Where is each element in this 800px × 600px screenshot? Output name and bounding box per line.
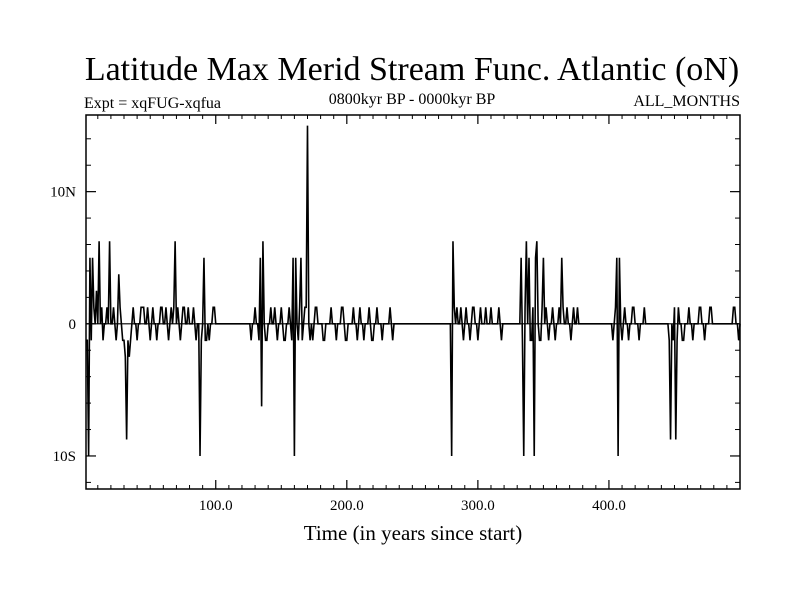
- x-tick-label: 400.0: [592, 498, 626, 514]
- chart-title: Latitude Max Merid Stream Func. Atlantic…: [85, 51, 739, 88]
- x-tick-label: 100.0: [199, 498, 233, 514]
- minor-ticks: [86, 115, 740, 489]
- period-label: 0800kyr BP - 0000kyr BP: [329, 91, 496, 108]
- x-tick-label: 300.0: [461, 498, 495, 514]
- tick-labels: 100.0 200.0 300.0 400.0 10N 0 10S: [50, 185, 626, 514]
- y-tick-label: 0: [69, 317, 77, 333]
- x-axis-label: Time (in years since start): [304, 521, 523, 545]
- experiment-label: Expt = xqFUG-xqfua: [84, 95, 221, 112]
- plot-frame: [85, 114, 741, 490]
- major-ticks: [86, 115, 740, 489]
- y-tick-label: 10S: [53, 449, 76, 465]
- x-tick-label: 200.0: [330, 498, 364, 514]
- series-line: [86, 125, 741, 456]
- y-tick-label: 10N: [50, 185, 76, 201]
- months-label: ALL_MONTHS: [633, 93, 740, 110]
